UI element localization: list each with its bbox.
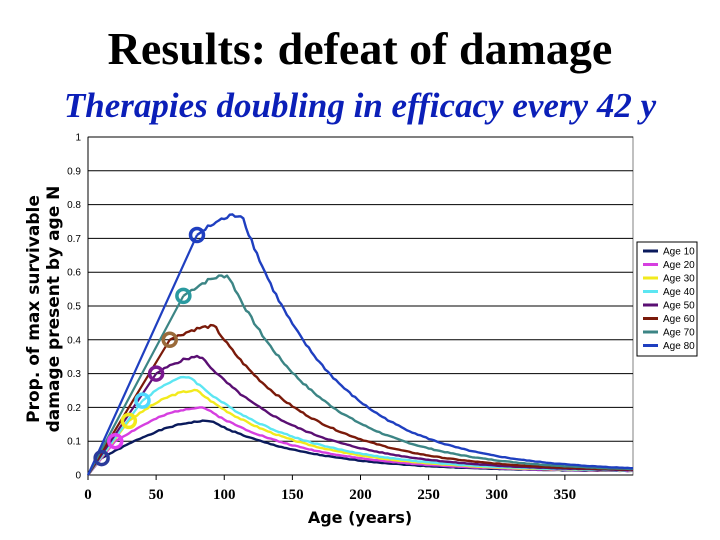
x-tick-label-7: 350 (554, 487, 577, 503)
start-marker-3 (120, 412, 138, 430)
start-marker-6 (161, 331, 178, 349)
x-axis-label: Age (years) (308, 508, 412, 527)
slide-subtitle: Therapies doubling in efficacy every 42 … (63, 86, 657, 125)
x-tick-label-1: 50 (149, 487, 164, 503)
slide-title: Results: defeat of damage (107, 23, 613, 74)
legend-label-5: Age 50 (663, 301, 695, 312)
y-tick-label-5: 0.5 (67, 302, 81, 313)
series-line-start-8 (86, 234, 199, 476)
x-tick-label-6: 300 (486, 487, 509, 503)
grid (87, 136, 634, 480)
start-marker-4 (134, 392, 151, 409)
start-marker-1 (93, 449, 110, 467)
y-axis-label-line1: Prop. of max survivable (24, 195, 44, 423)
y-tick-labels: 0 0.1 0.2 0.3 0.4 0.5 0.6 0.7 0.8 0.9 1 (67, 133, 81, 482)
legend-label-8: Age 80 (663, 341, 695, 352)
legend: Age 10 Age 20 Age 30 Age 40 Age 50 Age 60 Age … (636, 241, 698, 357)
start-marker-7 (175, 287, 192, 305)
series-line-8 (196, 213, 634, 470)
legend-label-7: Age 70 (663, 328, 695, 339)
legend-box (636, 241, 698, 357)
y-tick-label-6: 0.6 (67, 268, 81, 279)
y-tick-label-7: 0.7 (67, 234, 81, 245)
y-tick-label-4: 0.4 (67, 335, 81, 346)
series-line-6 (169, 323, 634, 471)
start-markers (93, 226, 206, 467)
x-tick-label-2: 100 (213, 487, 236, 503)
y-axis-label-line2: damage present by age N (44, 186, 64, 433)
x-tick-labels: 0 50 100 150 200 250 300 350 (84, 487, 576, 503)
x-tick-label-0: 0 (84, 487, 92, 503)
legend-label-1: Age 10 (663, 247, 695, 258)
y-tick-label-2: 0.2 (67, 403, 81, 414)
y-tick-label-8: 0.8 (67, 200, 81, 211)
series-line-start-7 (87, 295, 185, 476)
legend-label-4: Age 40 (663, 287, 695, 298)
x-tick-label-4: 200 (349, 487, 372, 503)
series-line-7 (182, 274, 634, 471)
y-tick-label-3: 0.3 (67, 369, 81, 380)
start-marker-2 (107, 432, 124, 450)
legend-label-6: Age 60 (663, 314, 695, 325)
x-tick-label-3: 150 (281, 487, 304, 503)
y-tick-label-10: 1 (75, 133, 81, 144)
y-tick-label-9: 0.9 (67, 166, 81, 177)
start-marker-8 (188, 226, 206, 244)
legend-label-2: Age 20 (663, 260, 695, 271)
y-tick-label-0: 0 (75, 471, 81, 482)
start-marker-5 (147, 365, 165, 382)
x-tick-label-5: 250 (417, 487, 440, 503)
y-tick-label-1: 0.1 (67, 437, 81, 448)
legend-label-3: Age 30 (663, 274, 695, 285)
